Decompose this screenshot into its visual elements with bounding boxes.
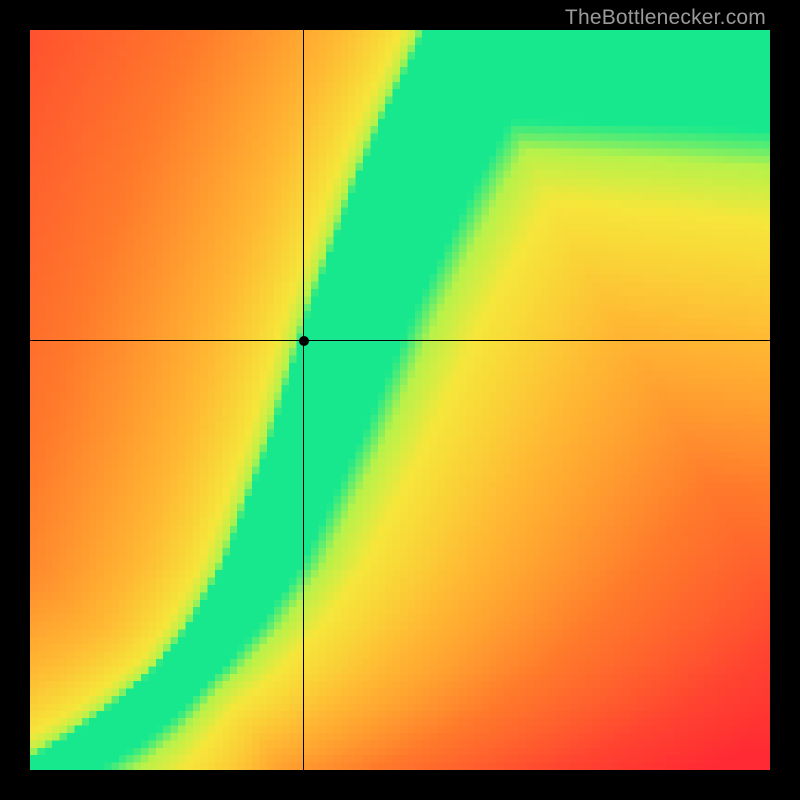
heatmap-canvas	[30, 30, 770, 770]
crosshair-horizontal	[30, 340, 770, 341]
crosshair-vertical	[303, 30, 304, 770]
watermark-text: TheBottlenecker.com	[565, 6, 766, 30]
heatmap-plot	[30, 30, 770, 770]
crosshair-marker	[299, 336, 309, 346]
